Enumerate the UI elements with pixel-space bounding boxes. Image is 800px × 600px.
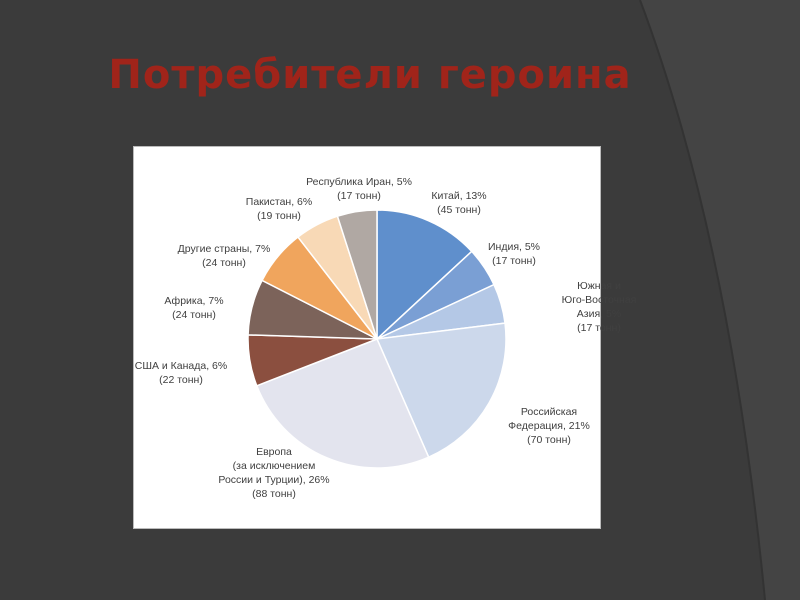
slice-label-line: (24 тонн) xyxy=(202,257,246,269)
slice-label-line: (22 тонн) xyxy=(159,374,203,386)
slice-label: Республика Иран, 5% (17 тонн) xyxy=(306,175,412,203)
slice-label: Индия, 5% (17 тонн) xyxy=(488,240,540,268)
slice-label: Пакистан, 6% (19 тонн) xyxy=(246,195,312,223)
slice-label-line: (24 тонн) xyxy=(172,309,216,321)
slice-label-line: Федерация, 21% xyxy=(508,420,590,432)
slice-label-line: Пакистан, 6% xyxy=(245,196,313,208)
slice-label-line: Российская xyxy=(520,406,578,418)
pie-slice-9 xyxy=(336,209,378,340)
pie-chart-panel: Китай, 13% (45 тонн) Индия, 5% (17 тонн) Южн… xyxy=(133,146,636,529)
pie-slice-0 xyxy=(376,209,473,341)
slice-label-line: (17 тонн) xyxy=(337,190,381,202)
slice-label-line: Юго-Восточная xyxy=(561,294,637,306)
slice-label-line: (88 тонн) xyxy=(252,488,296,500)
slice-label-line: Африка, 7% xyxy=(164,295,224,307)
pie-chart xyxy=(247,209,507,469)
slice-label-line: (45 тонн) xyxy=(437,204,481,216)
slice-label-line: (19 тонн) xyxy=(257,210,301,222)
slide-title: Потребители героина xyxy=(108,52,632,98)
slice-label-line: Южная и xyxy=(577,280,621,292)
slice-label: Другие страны, 7% (24 тонн) xyxy=(178,242,271,270)
slice-label-line: Индия, 5% xyxy=(487,241,541,253)
slice-label-line: (70 тонн) xyxy=(527,434,571,446)
slice-label: Российская Федерация, 21% (70 тонн) xyxy=(508,405,590,447)
slice-label-line: (17 тонн) xyxy=(492,255,536,267)
slice-label-line: Республика Иран, 5% xyxy=(306,176,412,188)
slice-label: Европа (за исключением России и Турции), 2… xyxy=(218,445,329,501)
pie-slice-3 xyxy=(375,322,507,459)
slice-label-line: России и Турции), 26% xyxy=(218,474,330,486)
slice-label-line: Китай, 13% xyxy=(431,190,487,202)
slice-label: Африка, 7% (24 тонн) xyxy=(164,294,223,322)
slice-label: Южная и Юго-Восточная Азия, 5% (17 тонн) xyxy=(562,279,637,335)
slice-label-line: Европа xyxy=(256,446,292,458)
slice-label: США и Канада, 6% (22 тонн) xyxy=(135,359,227,387)
pie-slice-4 xyxy=(255,338,430,469)
slice-label-line: США и Канада, 6% xyxy=(134,360,228,372)
slice-label-line: Азия, 5% xyxy=(576,308,622,320)
slice-label: Китай, 13% (45 тонн) xyxy=(431,189,486,217)
slice-label-line: (17 тонн) xyxy=(577,322,621,334)
slice-label-line: (за исключением xyxy=(232,460,316,472)
slice-label-line: Другие страны, 7% xyxy=(177,243,271,255)
